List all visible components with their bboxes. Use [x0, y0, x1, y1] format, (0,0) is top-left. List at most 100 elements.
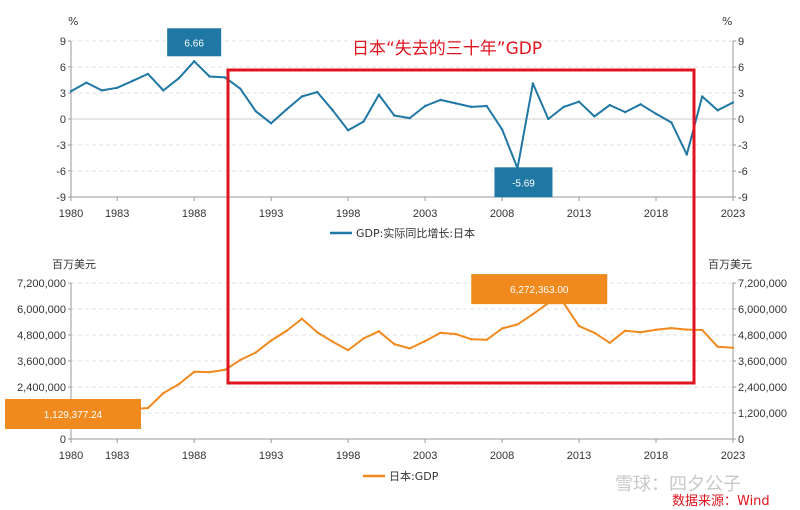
growth-series-line [70, 60, 734, 170]
gdp-y-tick-left: 4,800,000 [17, 330, 66, 342]
gdp-y-tick-right: 0 [738, 434, 744, 446]
growth-x-tick: 1998 [336, 208, 360, 220]
gdp-y-tick-left: 0 [60, 434, 66, 446]
gdp-data-point [316, 331, 319, 334]
growth-callout-label: -5.69 [512, 178, 535, 189]
growth-data-point [239, 87, 242, 90]
growth-callout: -5.69 [494, 167, 553, 198]
gdp-data-point [177, 382, 180, 386]
growth-data-point [85, 81, 88, 84]
gdp-data-point [470, 338, 473, 341]
growth-data-point [162, 89, 165, 92]
gdp-data-point [454, 332, 458, 336]
growth-data-point [146, 72, 150, 76]
growth-chart: % % -9 -9 -6 -6 -3 -3 0 0 3 3 6 6 9 9 1980 1983 1988 1993… [56, 15, 748, 240]
growth-y-tick-right: 0 [738, 114, 744, 126]
growth-data-point [423, 104, 427, 108]
gdp-y-tick-left: 3,600,000 [17, 356, 66, 368]
gdp-data-point [208, 370, 211, 374]
gdp-data-point [254, 351, 257, 354]
gdp-data-point [285, 329, 288, 333]
growth-data-point [331, 109, 334, 112]
growth-data-point [269, 122, 273, 125]
growth-data-point [192, 60, 196, 63]
gdp-data-point [269, 339, 273, 342]
growth-y-tick-left: 0 [60, 114, 66, 126]
gdp-series-line [70, 302, 734, 416]
gdp-gridlines [71, 282, 733, 440]
growth-data-point [639, 103, 642, 106]
gdp-callout-label: 6,272,363.00 [510, 285, 569, 296]
growth-legend-label: GDP:实际同比增长:日本 [356, 226, 475, 240]
gdp-y-tick-left: 6,000,000 [17, 304, 66, 316]
gdp-data-point [423, 339, 427, 343]
gdp-data-point [716, 345, 719, 348]
growth-data-point [100, 89, 103, 92]
growth-data-point [577, 100, 581, 103]
growth-data-point [439, 98, 442, 102]
gdp-callout-box [5, 399, 141, 429]
gdp-data-point [162, 391, 165, 395]
growth-data-point [685, 153, 689, 156]
growth-callout-box [494, 167, 553, 198]
gdp-legend-label: 日本:GDP [389, 469, 439, 483]
growth-data-point [500, 128, 504, 131]
growth-data-point [254, 110, 257, 113]
gdp-data-point [362, 337, 365, 340]
gdp-data-point [408, 347, 411, 350]
gdp-x-tick: 1980 [59, 450, 83, 462]
growth-x-tick: 2008 [490, 208, 514, 220]
growth-data-point [393, 114, 396, 117]
gdp-y-tick-right: 6,000,000 [738, 304, 787, 316]
growth-y-tick-left: 3 [60, 88, 66, 100]
growth-data-point [177, 77, 180, 80]
gdp-data-point [731, 346, 735, 349]
gdp-x-tick: 2018 [644, 450, 668, 462]
growth-x-tick: 2018 [644, 208, 668, 220]
gdp-x-tick: 2013 [567, 450, 591, 462]
gdp-data-point [300, 317, 304, 320]
gdp-x-tick: 2003 [413, 450, 437, 462]
gdp-data-point [577, 324, 581, 328]
gdp-data-point [485, 338, 488, 341]
growth-data-point [547, 117, 550, 121]
highlight-title: 日本“失去的三十年”GDP [352, 39, 542, 59]
growth-y-tick-right: 6 [738, 62, 744, 74]
watermark-text: 雪球：四夕公子 [615, 474, 741, 495]
gdp-data-point [701, 328, 704, 332]
gdp-callout-box [471, 274, 608, 305]
growth-data-point [454, 102, 458, 105]
growth-data-point [485, 104, 488, 108]
growth-y-tick-left: 9 [60, 36, 66, 48]
gdp-series [69, 301, 735, 416]
growth-y-tick-right: -9 [738, 192, 748, 204]
gdp-x-tick: 1988 [182, 450, 206, 462]
growth-data-point [470, 105, 473, 109]
growth-data-point [670, 121, 673, 124]
gdp-callout: 6,272,363.00 [471, 274, 608, 305]
gdp-data-point [331, 340, 334, 343]
gdp-data-point [516, 323, 519, 326]
gdp-callout: 1,129,377.24 [5, 399, 141, 429]
gdp-y-tick-right: 4,800,000 [738, 330, 787, 342]
growth-series [69, 60, 735, 170]
growth-legend: GDP:实际同比增长:日本 [330, 226, 475, 240]
gdp-data-point [146, 406, 150, 410]
growth-x-tick: 1993 [259, 208, 283, 220]
highlight-box [226, 68, 696, 385]
gdp-chart: 百万美元 百万美元 001,200,0001,200,0002,400,0002… [17, 258, 787, 483]
gdp-data-point [685, 328, 689, 331]
gdp-x-tick: 1983 [105, 450, 129, 462]
growth-data-point [69, 90, 73, 93]
growth-callout: 6.66 [167, 28, 222, 57]
growth-y-tick-left: -6 [56, 166, 66, 178]
gdp-data-point [239, 358, 242, 362]
gdp-data-point [593, 331, 596, 335]
growth-axes: -9 -9 -6 -6 -3 -3 0 0 3 3 6 6 9 9 1980 1983 1988 1993 1998… [56, 36, 748, 220]
gdp-data-point [531, 313, 535, 316]
gdp-left-unit: 百万美元 [52, 258, 96, 271]
gdp-data-point [639, 330, 642, 334]
growth-data-point [362, 120, 365, 123]
gdp-x-tick: 2008 [490, 450, 514, 462]
